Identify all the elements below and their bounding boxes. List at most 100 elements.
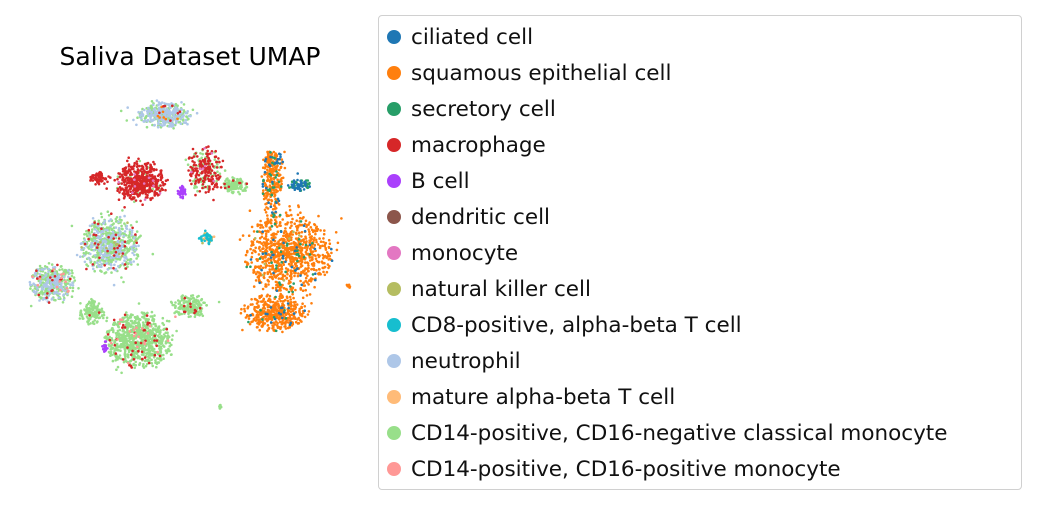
scatter-point — [212, 165, 215, 168]
scatter-point — [120, 173, 124, 177]
scatter-point — [140, 311, 144, 314]
scatter-point — [41, 293, 44, 296]
scatter-point — [128, 173, 132, 176]
scatter-point — [104, 244, 108, 247]
scatter-point — [146, 190, 149, 194]
scatter-point — [53, 265, 57, 269]
scatter-point — [289, 298, 293, 301]
scatter-point — [306, 313, 310, 316]
scatter-point — [44, 274, 47, 278]
scatter-point — [152, 118, 156, 121]
scatter-point — [92, 176, 95, 180]
scatter-point — [83, 242, 87, 246]
scatter-point — [322, 240, 325, 244]
scatter-point — [75, 253, 79, 257]
scatter-point — [275, 255, 279, 258]
scatter-point — [255, 302, 259, 305]
scatter-point — [134, 199, 138, 202]
scatter-point — [265, 224, 268, 228]
scatter-point — [50, 285, 54, 288]
scatter-point — [268, 270, 272, 274]
scatter-point — [272, 150, 276, 154]
scatter-point — [41, 287, 45, 291]
scatter-point — [257, 265, 260, 269]
scatter-point — [91, 311, 94, 314]
scatter-point — [174, 121, 178, 125]
scatter-point — [95, 261, 99, 265]
scatter-point — [296, 318, 299, 321]
scatter-point — [132, 260, 135, 263]
scatter-point — [273, 232, 276, 236]
scatter-point — [201, 170, 204, 174]
scatter-point — [166, 178, 169, 182]
scatter-point — [291, 217, 294, 221]
scatter-point — [127, 163, 131, 166]
scatter-point — [128, 228, 132, 232]
scatter-point — [295, 219, 299, 222]
scatter-point — [151, 336, 155, 339]
scatter-point — [264, 211, 268, 214]
scatter-point — [93, 300, 96, 303]
scatter-point — [133, 170, 136, 173]
scatter-point — [266, 305, 270, 309]
scatter-point — [286, 299, 290, 303]
scatter-point — [253, 270, 256, 274]
scatter-point — [152, 168, 156, 171]
scatter-point — [61, 301, 65, 304]
scatter-point — [269, 272, 273, 276]
scatter-point — [142, 323, 146, 327]
scatter-point — [189, 173, 192, 177]
scatter-point — [307, 283, 310, 286]
scatter-point — [82, 247, 86, 250]
scatter-point — [128, 363, 131, 367]
scatter-point — [168, 349, 171, 353]
scatter-point — [140, 339, 144, 342]
scatter-point — [207, 145, 210, 148]
scatter-point — [176, 112, 180, 115]
scatter-point — [135, 123, 138, 127]
scatter-point — [304, 250, 308, 254]
scatter-point — [38, 299, 41, 302]
scatter-point — [193, 303, 196, 307]
scatter-point — [131, 349, 134, 353]
scatter-point — [146, 359, 150, 363]
scatter-point — [180, 101, 183, 104]
scatter-point — [203, 161, 206, 164]
scatter-point — [47, 301, 51, 304]
scatter-point — [241, 328, 244, 332]
scatter-point — [316, 243, 320, 246]
scatter-point — [292, 315, 296, 318]
scatter-point — [147, 106, 150, 110]
scatter-point — [195, 167, 198, 170]
scatter-point — [205, 304, 208, 307]
scatter-point — [267, 297, 271, 301]
scatter-point — [91, 217, 95, 220]
scatter-point — [262, 244, 265, 247]
scatter-point — [87, 323, 90, 326]
scatter-point — [56, 263, 59, 267]
scatter-point — [169, 300, 173, 304]
scatter-point — [163, 102, 166, 105]
scatter-point — [149, 163, 152, 167]
scatter-point — [85, 310, 89, 313]
scatter-point — [114, 217, 118, 221]
scatter-point — [294, 320, 298, 324]
scatter-point — [136, 263, 140, 266]
scatter-point — [97, 182, 101, 186]
scatter-point — [306, 270, 310, 273]
scatter-point — [289, 301, 292, 304]
scatter-point — [142, 311, 146, 315]
scatter-point — [66, 278, 69, 282]
scatter-point — [65, 292, 69, 296]
scatter-point — [269, 222, 273, 225]
scatter-point — [180, 299, 184, 302]
scatter-point — [112, 330, 115, 334]
scatter-point — [99, 309, 102, 312]
scatter-point — [269, 218, 273, 222]
scatter-point — [100, 270, 103, 273]
scatter-point — [298, 307, 302, 311]
scatter-point — [315, 240, 318, 244]
scatter-point — [122, 360, 126, 364]
scatter-point — [115, 333, 119, 337]
scatter-point — [109, 354, 112, 358]
